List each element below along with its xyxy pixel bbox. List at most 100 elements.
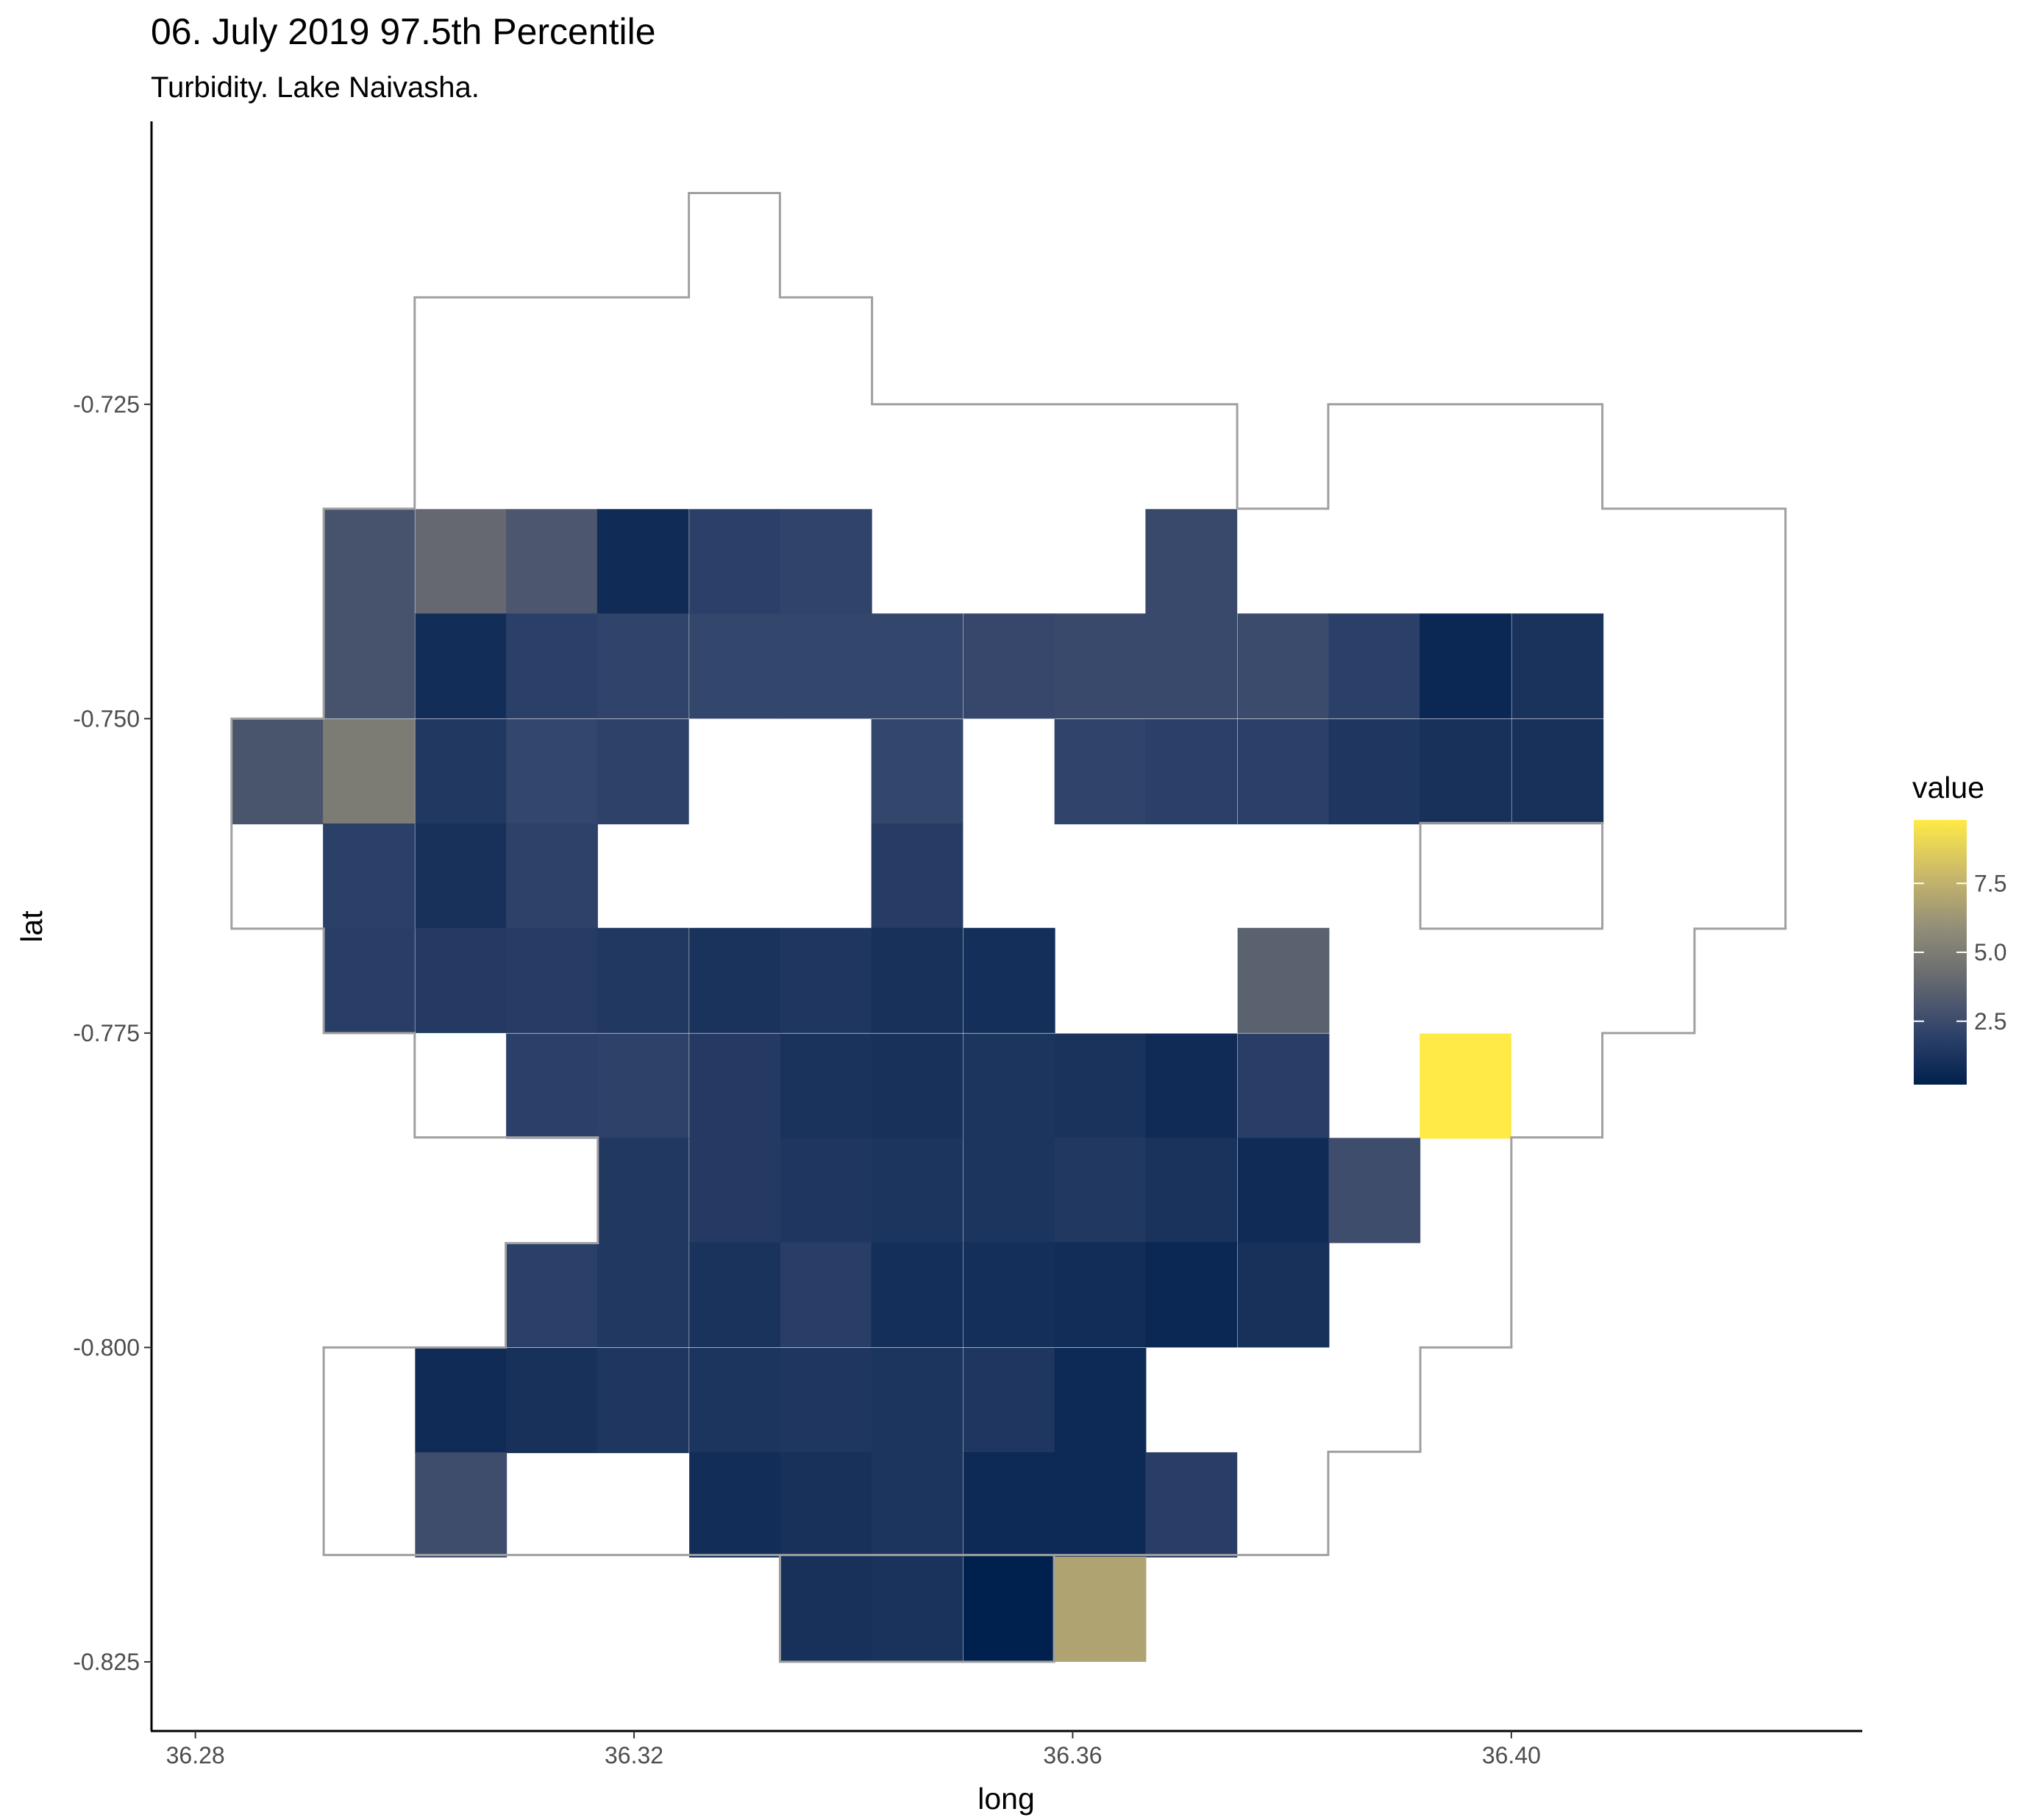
heatmap-cell-26 bbox=[871, 718, 963, 824]
heatmap-cell-64 bbox=[1328, 1138, 1421, 1243]
heatmap-cell-50 bbox=[871, 1033, 963, 1139]
legend-title: value bbox=[1912, 771, 1984, 804]
heatmap-cell-54 bbox=[1237, 1033, 1330, 1139]
heatmap-cell-25 bbox=[596, 718, 689, 824]
heatmap-cell-45 bbox=[1237, 927, 1330, 1033]
y-tick-label-1: -0.750 bbox=[73, 705, 140, 732]
legend-ticks: 2.5 5.0 7.5 bbox=[1914, 870, 2006, 1035]
heatmap-cell-71 bbox=[1054, 1242, 1147, 1348]
heatmap-cell-22 bbox=[323, 718, 415, 824]
heatmap-cell-67 bbox=[689, 1242, 781, 1348]
heatmap-cell-79 bbox=[871, 1348, 963, 1454]
heatmap-cell-76 bbox=[596, 1348, 689, 1454]
heatmap-cell-41 bbox=[689, 927, 781, 1033]
legend-label-1: 5.0 bbox=[1974, 939, 2006, 966]
heatmap-cell-52 bbox=[1054, 1033, 1147, 1139]
heatmap-cell-48 bbox=[689, 1033, 781, 1139]
heatmap-cell-60 bbox=[963, 1138, 1055, 1243]
heatmap-cell-87 bbox=[1054, 1452, 1147, 1557]
heatmap-cell-49 bbox=[780, 1033, 872, 1139]
x-tick-label-0: 36.28 bbox=[166, 1742, 225, 1769]
heatmap-cell-83 bbox=[689, 1452, 781, 1557]
heatmap-cell-2 bbox=[506, 509, 598, 615]
heatmap-cell-15 bbox=[1054, 613, 1147, 719]
heatmap-cell-0 bbox=[323, 509, 415, 615]
heatmap-cells bbox=[232, 509, 1604, 1662]
axes bbox=[150, 121, 1862, 1732]
x-tick-label-1: 36.32 bbox=[605, 1742, 663, 1769]
y-ticks: -0.725 -0.750 -0.775 -0.800 -0.825 bbox=[73, 391, 152, 1675]
heatmap-cell-18 bbox=[1328, 613, 1421, 719]
y-axis-title: lat bbox=[15, 910, 49, 943]
heatmap-cell-46 bbox=[506, 1033, 598, 1139]
heatmap-cell-16 bbox=[1145, 613, 1238, 719]
heatmap-cell-75 bbox=[506, 1348, 598, 1454]
heatmap-cell-36 bbox=[871, 823, 963, 929]
heatmap-cell-14 bbox=[963, 613, 1055, 719]
heatmap-cell-1 bbox=[415, 509, 507, 615]
chart-subtitle: Turbidity. Lake Naivasha. bbox=[151, 71, 480, 104]
heatmap-cell-23 bbox=[415, 718, 507, 824]
heatmap-cell-19 bbox=[1420, 613, 1511, 719]
heatmap-cell-61 bbox=[1054, 1138, 1147, 1243]
heatmap-cell-68 bbox=[780, 1242, 872, 1348]
heatmap-cell-57 bbox=[689, 1138, 781, 1243]
heatmap-cell-42 bbox=[780, 927, 872, 1033]
heatmap-cell-55 bbox=[1420, 1033, 1511, 1139]
legend-label-0: 2.5 bbox=[1974, 1008, 2006, 1035]
heatmap-cell-21 bbox=[232, 718, 324, 824]
heatmap-cell-29 bbox=[1237, 718, 1330, 824]
lake-outline bbox=[230, 192, 1787, 1663]
heatmap-cell-59 bbox=[871, 1138, 963, 1243]
y-tick-label-2: -0.775 bbox=[73, 1020, 140, 1046]
heatmap-cell-91 bbox=[963, 1556, 1055, 1662]
heatmap-cell-62 bbox=[1145, 1138, 1238, 1243]
y-tick-label-4: -0.825 bbox=[73, 1649, 140, 1675]
heatmap-cell-89 bbox=[780, 1556, 872, 1662]
heatmap-cell-40 bbox=[596, 927, 689, 1033]
chart-title: 06. July 2019 97.5th Percentile bbox=[151, 11, 656, 52]
heatmap-cell-58 bbox=[780, 1138, 872, 1243]
heatmap-cell-85 bbox=[871, 1452, 963, 1557]
heatmap-cell-92 bbox=[1054, 1556, 1147, 1662]
heatmap-cell-7 bbox=[323, 613, 415, 719]
color-legend: value 2.5 5.0 7.5 bbox=[1912, 771, 2006, 1085]
heatmap-cell-28 bbox=[1145, 718, 1238, 824]
x-tick-label-2: 36.36 bbox=[1043, 1742, 1102, 1769]
heatmap-cell-8 bbox=[415, 613, 507, 719]
heatmap-cell-9 bbox=[506, 613, 598, 719]
heatmap-cell-13 bbox=[871, 613, 963, 719]
x-tick-label-3: 36.40 bbox=[1482, 1742, 1541, 1769]
heatmap-cell-38 bbox=[415, 927, 507, 1033]
heatmap-cell-33 bbox=[323, 823, 415, 929]
heatmap-cell-66 bbox=[596, 1242, 689, 1348]
heatmap-cell-86 bbox=[963, 1452, 1055, 1557]
heatmap-cell-82 bbox=[415, 1452, 507, 1557]
heatmap-cell-56 bbox=[596, 1138, 689, 1243]
heatmap-cell-4 bbox=[689, 509, 781, 615]
heatmap-cell-73 bbox=[1237, 1242, 1330, 1348]
legend-label-2: 7.5 bbox=[1974, 870, 2006, 896]
heatmap-cell-6 bbox=[1145, 509, 1238, 615]
x-axis-title: long bbox=[977, 1782, 1035, 1816]
heatmap-cell-5 bbox=[780, 509, 872, 615]
x-ticks: 36.28 36.32 36.36 36.40 bbox=[166, 1731, 1541, 1769]
heatmap-cell-31 bbox=[1420, 718, 1511, 824]
heatmap-cell-90 bbox=[871, 1556, 963, 1662]
heatmap-cell-43 bbox=[871, 927, 963, 1033]
heatmap-cell-81 bbox=[1054, 1348, 1147, 1454]
heatmap-cell-70 bbox=[963, 1242, 1055, 1348]
heatmap-cell-12 bbox=[780, 613, 872, 719]
heatmap-cell-27 bbox=[1054, 718, 1147, 824]
heatmap-cell-47 bbox=[596, 1033, 689, 1139]
heatmap-cell-63 bbox=[1237, 1138, 1330, 1243]
heatmap-cell-84 bbox=[780, 1452, 872, 1557]
heatmap-cell-34 bbox=[415, 823, 507, 929]
heatmap-cell-35 bbox=[506, 823, 598, 929]
heatmap-cell-77 bbox=[689, 1348, 781, 1454]
heatmap-cell-65 bbox=[506, 1242, 598, 1348]
heatmap-cell-30 bbox=[1328, 718, 1421, 824]
heatmap-cell-44 bbox=[963, 927, 1055, 1033]
heatmap-cell-32 bbox=[1511, 718, 1604, 824]
